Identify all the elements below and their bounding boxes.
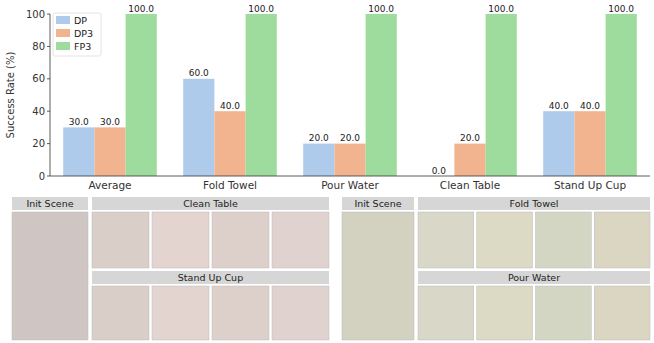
legend-label: FP3 [74,41,91,52]
photo [536,212,592,268]
panel-title: Stand Up Cup [178,272,243,283]
data-label: 100.0 [488,4,514,14]
data-label: 100.0 [128,4,154,14]
panel-header [12,197,88,210]
legend-swatch [56,29,70,37]
photo [536,286,592,340]
bar [366,14,397,176]
bar [214,111,245,176]
bar [334,144,365,176]
photo [272,212,329,268]
legend-label: DP [74,15,87,26]
bar [183,79,214,176]
bars [63,14,637,176]
y-tick-label: 100 [26,9,45,20]
x-tick-label: Average [88,179,131,191]
legend-box [53,13,101,56]
y-axis-title: Success Rate (%) [5,51,16,138]
bar [574,111,605,176]
y-tick-label: 60 [32,73,45,84]
photo [342,212,414,340]
photo [152,212,209,268]
y-tick-label: 0 [39,171,45,182]
bar [454,144,485,176]
data-label: 40.0 [549,101,569,111]
legend-swatch [56,42,70,50]
bar [94,127,125,176]
data-label: 0.0 [432,166,447,176]
data-label: 20.0 [460,133,480,143]
panel-header [418,271,650,284]
bar [126,14,157,176]
photo [92,286,149,340]
data-label: 40.0 [580,101,600,111]
panel-title: Init Scene [26,198,73,209]
bar [486,14,517,176]
photo [418,286,474,340]
x-tick-label: Stand Up Cup [554,179,627,191]
y-tick [47,46,50,47]
data-label: 60.0 [189,68,209,78]
photo [212,286,269,340]
panel-header [92,197,329,210]
photo [594,212,650,268]
y-tick [47,143,50,144]
y-axis [50,14,51,176]
photo [477,212,533,268]
y-tick-label: 20 [32,138,45,149]
photo [477,286,533,340]
panel-title: Pour Water [508,272,560,283]
panel-title: Clean Table [183,198,238,209]
panel-header [342,197,414,210]
x-tick-label: Pour Water [321,179,379,191]
y-tick [47,78,50,79]
data-label: 20.0 [340,133,360,143]
photo [12,212,88,340]
data-label: 20.0 [309,133,329,143]
y-tick [47,111,50,112]
y-tick [47,14,50,15]
photo [272,286,329,340]
y-tick-label: 80 [32,41,45,52]
data-label: 100.0 [608,4,634,14]
photo [418,212,474,268]
legend-swatch [56,16,70,24]
y-tick [47,176,50,177]
photo [594,286,650,340]
x-tick-label: Fold Towel [203,179,257,191]
panel-title: Fold Towel [510,198,559,209]
legend-label: DP3 [74,28,93,39]
panel-header [92,271,329,284]
data-label: 40.0 [220,101,240,111]
bar [606,14,637,176]
bar [543,111,574,176]
photo [92,212,149,268]
x-axis [50,176,650,177]
bar [246,14,277,176]
y-tick-label: 40 [32,106,45,117]
data-label: 100.0 [368,4,394,14]
legend: DP DP3 FP3 [53,13,101,56]
panel-title: Init Scene [354,198,401,209]
figure: 0 20 40 60 80 100 Success Rate (%) 30.0 30.0 100.… [0,0,654,343]
photo [212,212,269,268]
bar [63,127,94,176]
data-label: 30.0 [100,117,120,127]
photo [152,286,209,340]
data-label: 30.0 [69,117,89,127]
data-labels: 30.0 30.0 100.0 60.0 40.0 100.0 20.0 20.0 100.0 0… [69,4,635,176]
data-label: 100.0 [248,4,274,14]
x-tick-label: Clean Table [440,179,500,191]
bar [303,144,334,176]
panel-header [418,197,650,210]
